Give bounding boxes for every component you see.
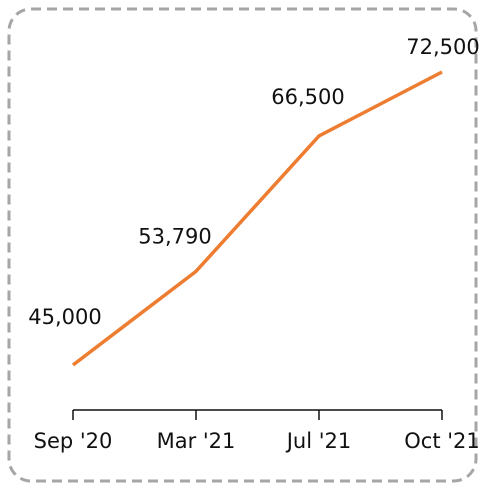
chart-border [7, 7, 478, 483]
data-label: 53,790 [138, 224, 211, 248]
x-tick-label: Sep '20 [34, 429, 113, 453]
x-tick-label: Oct '21 [404, 429, 479, 453]
x-tick-label: Jul '21 [285, 429, 352, 453]
line-series [71, 70, 443, 367]
data-label: 72,500 [406, 35, 479, 59]
data-label: 45,000 [28, 305, 101, 329]
x-tick-label: Mar '21 [157, 429, 236, 453]
data-label: 66,500 [271, 85, 344, 109]
